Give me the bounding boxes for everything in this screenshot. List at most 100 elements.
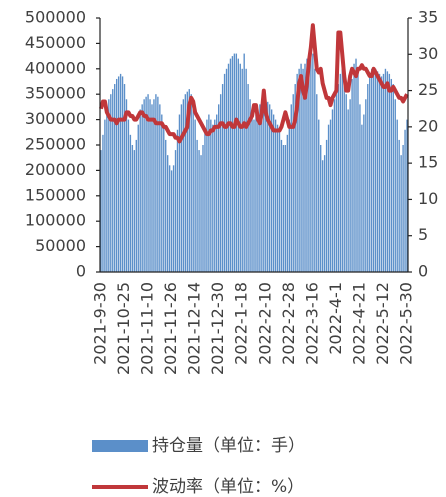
bar xyxy=(402,145,404,272)
bar xyxy=(200,155,202,272)
bar xyxy=(386,71,389,272)
bar xyxy=(406,119,408,272)
bar xyxy=(259,104,261,272)
bar xyxy=(278,129,281,272)
bar xyxy=(241,68,243,272)
bar xyxy=(337,84,340,272)
bar xyxy=(131,145,134,272)
bar xyxy=(104,119,106,272)
y-tick-label: 200000 xyxy=(25,160,86,179)
bar xyxy=(229,58,232,272)
y2-tick-label: 10 xyxy=(418,189,438,208)
bar xyxy=(257,109,259,272)
bar xyxy=(343,78,345,273)
bar xyxy=(143,99,145,272)
bar xyxy=(274,119,277,272)
bar xyxy=(323,155,326,272)
bar xyxy=(161,114,163,273)
y-tick-label: 150000 xyxy=(25,185,86,204)
bar xyxy=(284,145,287,272)
x-tick-label: 2022-1-18 xyxy=(232,282,251,365)
y-tick-label: 400000 xyxy=(25,58,86,77)
bar xyxy=(127,119,130,272)
bar xyxy=(367,84,369,272)
bar xyxy=(302,68,304,272)
y-tick-label: 450000 xyxy=(25,33,86,52)
bar xyxy=(174,150,177,272)
bar xyxy=(163,124,165,273)
bar xyxy=(149,99,151,272)
bar xyxy=(221,84,224,272)
y2-tick-label: 5 xyxy=(418,225,428,244)
bar xyxy=(249,99,251,272)
bar xyxy=(166,155,169,272)
bar xyxy=(119,73,122,272)
bar xyxy=(227,63,230,272)
bar xyxy=(255,114,257,273)
bar xyxy=(210,119,212,272)
bar xyxy=(374,68,377,272)
bar xyxy=(180,104,183,272)
bar xyxy=(153,99,155,272)
x-tick-label: 2021-12-14 xyxy=(185,282,204,375)
legend-label: 波动率（单位：%） xyxy=(152,477,304,497)
bar xyxy=(351,78,353,273)
bar xyxy=(208,114,210,273)
bar xyxy=(357,68,359,272)
y2-tick-label: 15 xyxy=(418,153,438,172)
bar xyxy=(269,104,271,272)
bar xyxy=(214,119,216,272)
bar xyxy=(267,101,269,272)
bar xyxy=(206,119,208,272)
bar xyxy=(280,139,283,272)
bar xyxy=(147,94,149,272)
bar xyxy=(384,68,387,272)
bar xyxy=(392,84,394,272)
bar xyxy=(372,68,375,272)
bar xyxy=(204,129,206,272)
bar xyxy=(141,104,143,272)
bar xyxy=(251,114,253,273)
bar xyxy=(151,104,153,272)
bar xyxy=(320,145,322,272)
bar xyxy=(133,150,136,272)
bar xyxy=(135,139,137,272)
bar xyxy=(286,134,289,272)
bar xyxy=(263,96,265,273)
bar xyxy=(235,53,238,273)
bar xyxy=(396,119,398,272)
bar xyxy=(306,58,308,272)
bar xyxy=(378,73,381,272)
y-tick-label: 250000 xyxy=(25,135,86,154)
bar xyxy=(345,94,347,272)
bar xyxy=(114,84,116,272)
bar xyxy=(404,129,406,272)
bar xyxy=(347,109,349,272)
bar xyxy=(219,94,222,272)
bar xyxy=(312,53,314,273)
bar xyxy=(335,94,338,272)
bar xyxy=(239,63,241,272)
bar xyxy=(108,99,110,272)
x-tick-label: 2021-10-25 xyxy=(114,282,133,375)
bar xyxy=(231,56,234,272)
y2-tick-label: 35 xyxy=(418,8,438,27)
y-tick-label: 350000 xyxy=(25,84,86,103)
bar xyxy=(316,94,318,272)
bar xyxy=(321,160,324,272)
y2-tick-label: 30 xyxy=(418,44,438,63)
bar xyxy=(172,165,175,272)
bar xyxy=(261,99,263,272)
bar xyxy=(398,139,400,272)
bar xyxy=(265,99,267,272)
bar xyxy=(349,99,351,272)
bar xyxy=(170,170,173,272)
bar xyxy=(327,124,330,273)
bar xyxy=(282,145,285,272)
bar xyxy=(292,94,294,272)
x-tick-label: 2022-2-28 xyxy=(279,282,298,365)
bar xyxy=(380,76,383,272)
x-tick-label: 2022-4-1 xyxy=(326,282,345,355)
bar xyxy=(382,73,385,272)
